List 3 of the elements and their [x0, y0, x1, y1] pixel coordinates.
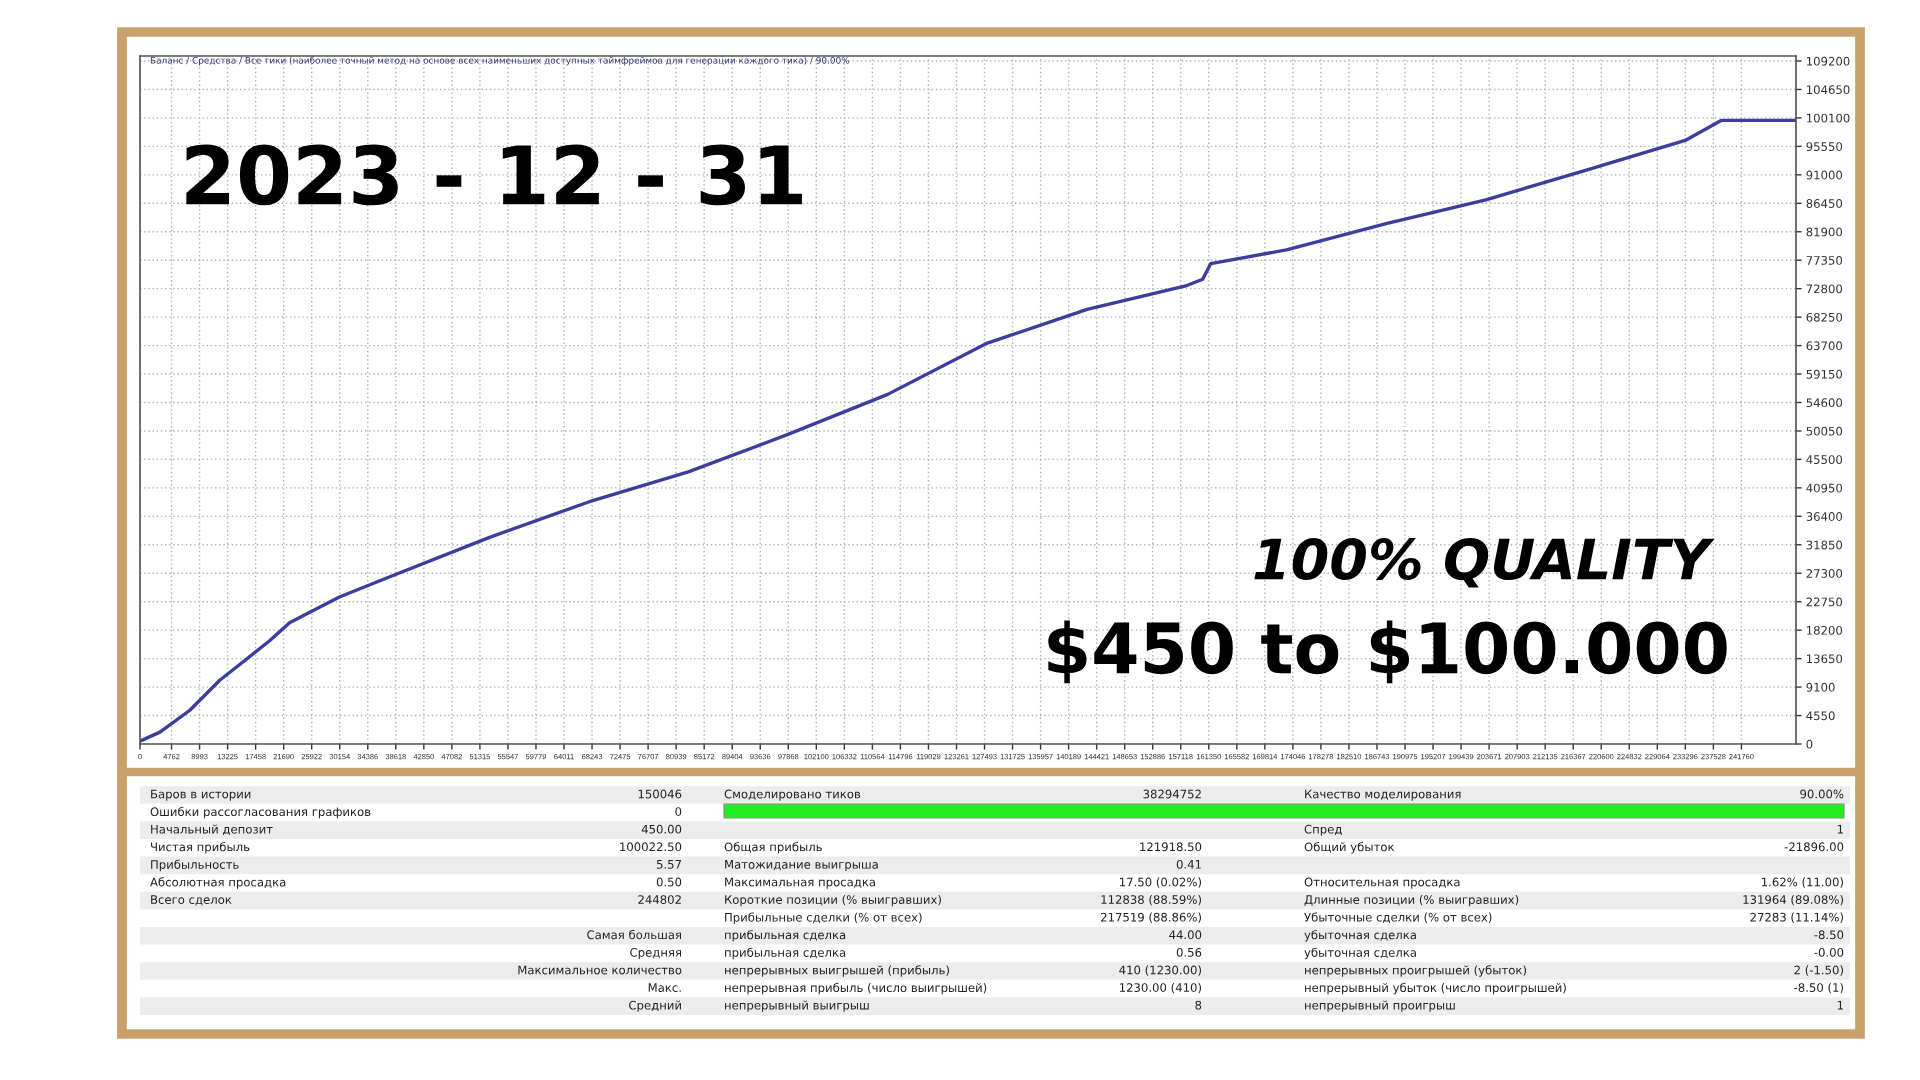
annotation: 2023 - 12 - 31 [186, 144, 802, 206]
annotation: $450 to $100.000 [1048, 620, 1727, 684]
annotation: 100% QUALITY [1254, 538, 1715, 588]
